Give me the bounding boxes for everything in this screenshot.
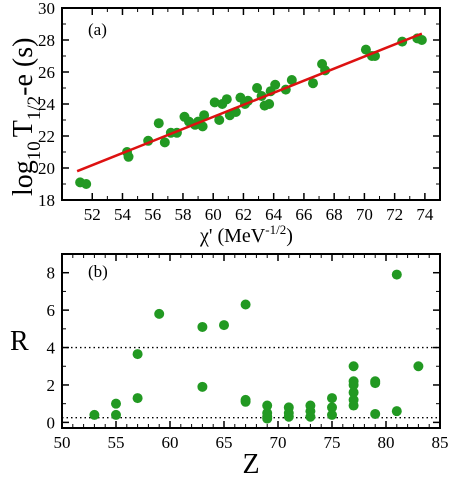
data-point <box>348 361 359 372</box>
panel-a-x-tick-label: 52 <box>84 205 101 224</box>
data-point <box>111 398 121 409</box>
data-point <box>327 409 337 420</box>
panel-b-x-axis-label: Z <box>242 449 259 479</box>
panel-a-x-axis-label: χ' (MeV-1/2) <box>199 222 293 247</box>
data-point <box>264 99 275 109</box>
panel-a-y-tick-label: 28 <box>38 31 55 50</box>
panel-a-x-tick-label: 56 <box>144 205 161 224</box>
data-point <box>286 75 297 85</box>
data-point <box>348 376 359 387</box>
data-point <box>348 394 359 405</box>
panel-a-x-tick-label: 58 <box>174 205 191 224</box>
data-point <box>199 110 210 121</box>
panel-a-y-axis-label: log10T1/2-e (s) <box>8 38 45 196</box>
panel-a: 52 54 56 58 60 62 64 66 68 70 72 74 18 20 22 24 26 28 30 (… <box>8 0 441 247</box>
panel-a-fit-line <box>76 32 423 173</box>
data-point <box>159 137 170 148</box>
data-point <box>360 44 371 55</box>
panel-b-y-tick-label: 0 <box>47 413 56 432</box>
data-point <box>154 308 165 319</box>
data-point <box>197 321 208 332</box>
panel-a-x-tick-label: 70 <box>356 205 373 224</box>
panel-b-x-tick-label: 70 <box>270 433 287 452</box>
panel-b-x-tick-label: 80 <box>378 433 395 452</box>
data-point <box>123 151 134 162</box>
panel-a-y-tick-label: 24 <box>38 95 56 114</box>
data-point <box>327 393 337 404</box>
data-point <box>221 94 232 105</box>
data-point <box>219 320 229 331</box>
panel-b-ticks: 50 55 60 65 70 75 80 85 0 2 4 6 8 <box>47 254 449 452</box>
panel-a-y-tick-label: 18 <box>38 191 55 210</box>
panel-a-y-tick-label: 26 <box>38 63 55 82</box>
data-point <box>81 179 92 189</box>
data-point <box>240 394 251 405</box>
panel-a-points <box>75 33 427 189</box>
panel-b-x-tick-label: 60 <box>162 433 179 452</box>
panel-b-x-tick-label: 75 <box>324 433 341 452</box>
data-point <box>416 35 427 45</box>
panel-a-x-tick-label: 66 <box>295 205 312 224</box>
data-point <box>391 269 402 280</box>
panel-a-x-tick-label: 62 <box>235 205 252 224</box>
data-point <box>370 376 381 387</box>
panel-b-y-axis-label: R <box>10 326 29 357</box>
data-point <box>305 400 316 411</box>
panel-a-y-tick-label: 30 <box>38 0 55 18</box>
panel-a-x-tick-label: 72 <box>386 205 403 224</box>
panel-b-frame <box>61 253 441 429</box>
data-point <box>197 381 208 392</box>
data-point <box>370 408 381 419</box>
panel-b-x-tick-label: 50 <box>54 433 71 452</box>
data-point <box>214 115 225 125</box>
data-point <box>413 361 424 372</box>
panel-b-points <box>89 269 424 424</box>
data-point <box>89 409 100 420</box>
panel-a-y-tick-label: 22 <box>38 127 55 146</box>
data-point <box>252 83 263 93</box>
panel-a-x-tick-label: 54 <box>114 205 132 224</box>
data-point <box>111 409 121 420</box>
data-point <box>153 118 164 129</box>
data-point <box>132 393 143 404</box>
panel-b-label: (b) <box>88 262 108 281</box>
panel-b-y-tick-label: 4 <box>47 339 56 358</box>
panel-b-x-tick-label: 65 <box>216 433 233 452</box>
data-point <box>262 400 273 411</box>
panel-a-x-tick-label: 60 <box>205 205 222 224</box>
panel-b-y-tick-label: 8 <box>47 264 56 283</box>
data-point <box>270 79 281 90</box>
data-point <box>132 349 143 360</box>
fit-line <box>76 32 423 173</box>
data-point <box>283 402 294 413</box>
panel-a-x-tick-label: 64 <box>265 205 283 224</box>
panel-a-y-tick-label: 20 <box>38 159 55 178</box>
data-point <box>307 78 318 89</box>
data-point <box>391 406 402 417</box>
data-point <box>262 408 273 419</box>
data-point <box>327 402 337 413</box>
panel-a-label: (a) <box>88 20 107 39</box>
panel-b-x-tick-label: 55 <box>108 433 125 452</box>
data-point <box>209 97 220 108</box>
panel-b: 50 55 60 65 70 75 80 85 0 2 4 6 8 (b) Z R <box>10 253 449 479</box>
panel-b-x-tick-label: 85 <box>432 433 449 452</box>
panel-b-y-tick-label: 2 <box>47 376 56 395</box>
data-point <box>348 387 359 398</box>
data-point <box>240 299 251 310</box>
panel-a-x-tick-label: 68 <box>326 205 343 224</box>
panel-a-x-tick-label: 74 <box>416 205 434 224</box>
panel-b-y-tick-label: 6 <box>47 301 56 320</box>
data-point <box>197 121 208 132</box>
panel-a-ticks: 52 54 56 58 60 62 64 66 68 70 72 74 18 20 22 24 26 28 30 <box>38 0 440 224</box>
